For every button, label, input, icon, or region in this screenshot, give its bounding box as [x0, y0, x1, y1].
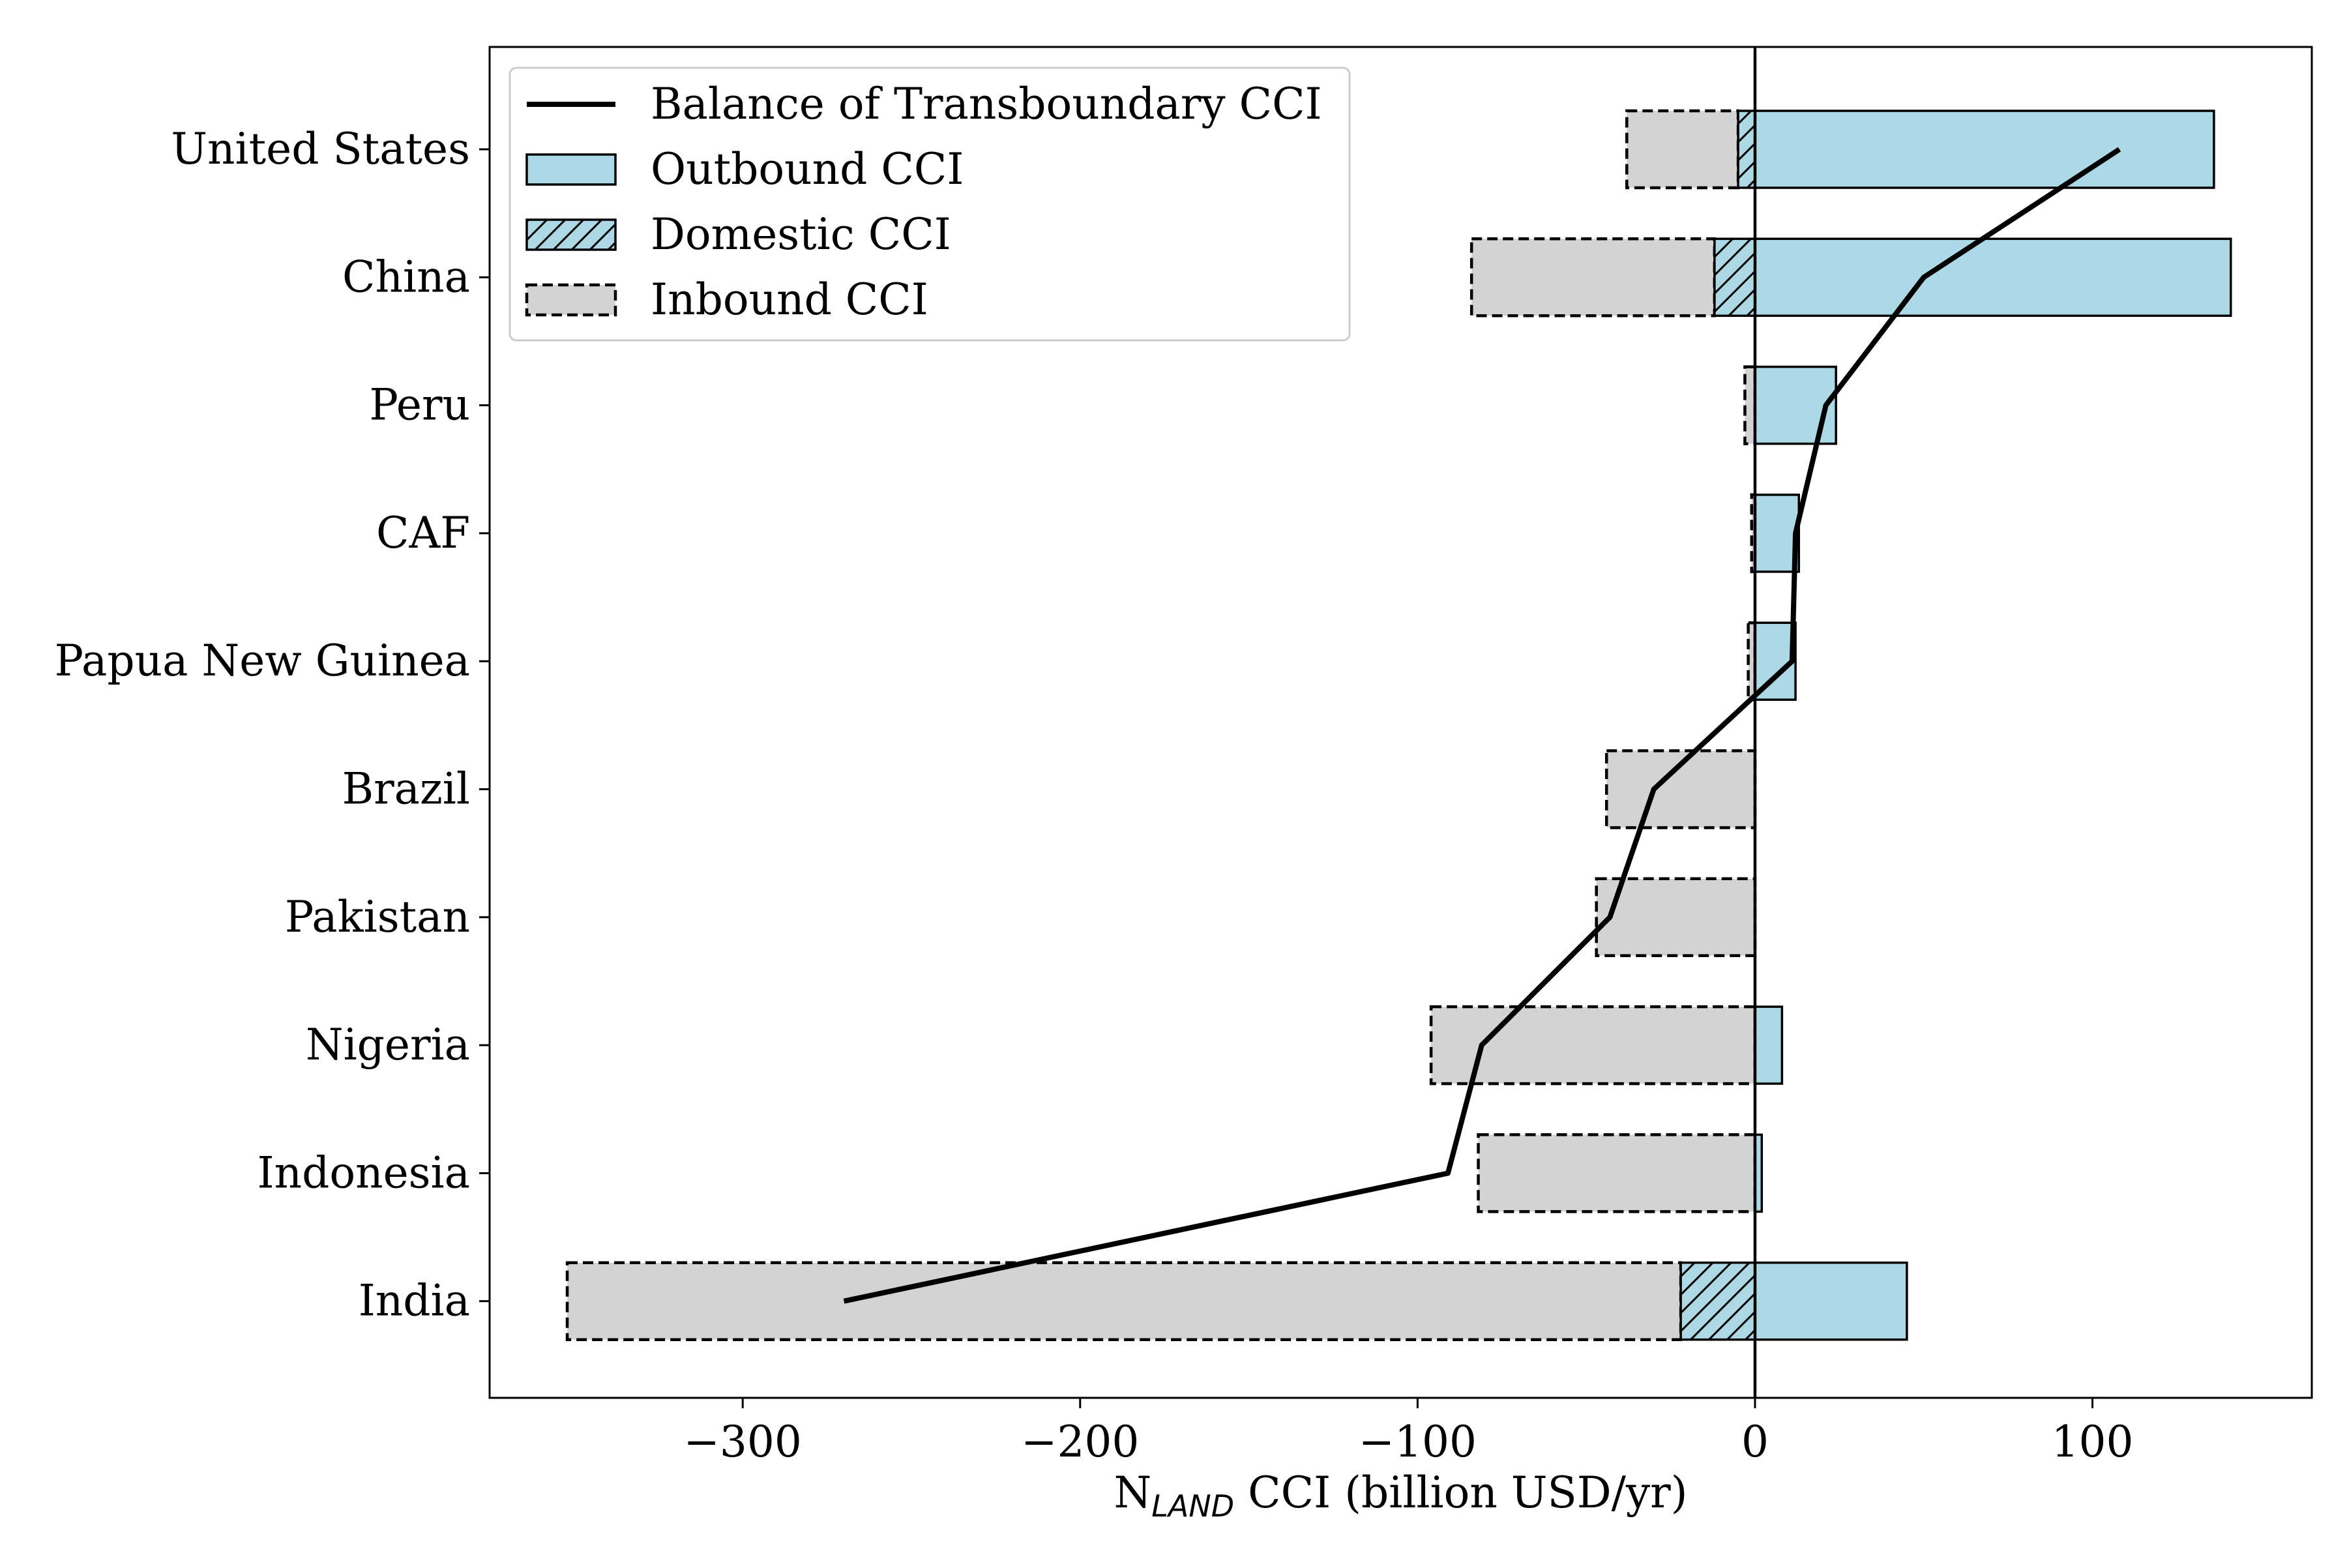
x-axis-label: NLAND CCI (billion USD/yr) — [1114, 1468, 1688, 1524]
inbound-bar-united-states — [1625, 109, 1740, 190]
domestic-bar-china — [1713, 237, 1756, 318]
x-tick-label: 100 — [2052, 1417, 2134, 1467]
balance-line-layer — [843, 147, 2121, 1304]
x-tick-label: −300 — [684, 1417, 802, 1467]
legend-swatch-outbound — [525, 153, 617, 186]
domestic-bar-united-states — [1737, 110, 1756, 189]
legend-swatch-domestic — [525, 218, 617, 251]
outbound-bar-united-states — [1754, 110, 2215, 189]
legend-swatch-inbound — [525, 283, 617, 317]
legend: Balance of Transboundary CCI Outbound CCI… — [509, 67, 1351, 342]
y-tick-label: Nigeria — [306, 1020, 470, 1070]
inbound-bar-pakistan — [1595, 877, 1757, 958]
y-tick-label: Pakistan — [285, 892, 470, 942]
balance-line — [843, 147, 2121, 1304]
x-tick-label: −100 — [1359, 1417, 1477, 1467]
y-tick-label: Brazil — [342, 764, 470, 814]
y-tick-label: Peru — [369, 380, 470, 430]
outbound-bar-peru — [1754, 365, 1837, 445]
axes-layer: United States China Peru CAF Papua New Guine… — [55, 46, 2313, 1467]
legend-label: Inbound CCI — [651, 274, 928, 325]
y-tick-label: CAF — [376, 508, 470, 558]
outbound-bar-india — [1754, 1261, 1908, 1341]
y-tick-label: India — [359, 1276, 470, 1326]
inbound-bar-china — [1469, 237, 1717, 318]
outbound-bar-caf — [1754, 494, 1801, 573]
outbound-bar-china — [1754, 237, 2232, 318]
y-tick-label: United States — [171, 124, 470, 174]
legend-label: Domestic CCI — [651, 209, 951, 259]
bars-layer — [565, 109, 2232, 1341]
legend-label: Outbound CCI — [651, 144, 964, 194]
y-tick-label: China — [342, 252, 470, 302]
y-tick-label: Indonesia — [258, 1147, 470, 1198]
plot-frame — [488, 46, 2313, 1399]
domestic-bar-india — [1679, 1261, 1756, 1341]
inbound-bar-peru — [1743, 365, 1757, 445]
inbound-bar-india — [565, 1261, 1683, 1341]
inbound-bar-indonesia — [1477, 1133, 1757, 1213]
inbound-bar-caf — [1750, 493, 1757, 574]
y-tick-label: Papua New Guinea — [55, 636, 470, 686]
x-tick-label: −200 — [1021, 1417, 1139, 1467]
legend-label: Balance of Transboundary CCI — [651, 79, 1322, 129]
inbound-bar-brazil — [1604, 749, 1757, 829]
outbound-bar-nigeria — [1754, 1005, 1784, 1085]
legend-box — [509, 67, 1351, 342]
x-tick-label: 0 — [1741, 1417, 1769, 1467]
